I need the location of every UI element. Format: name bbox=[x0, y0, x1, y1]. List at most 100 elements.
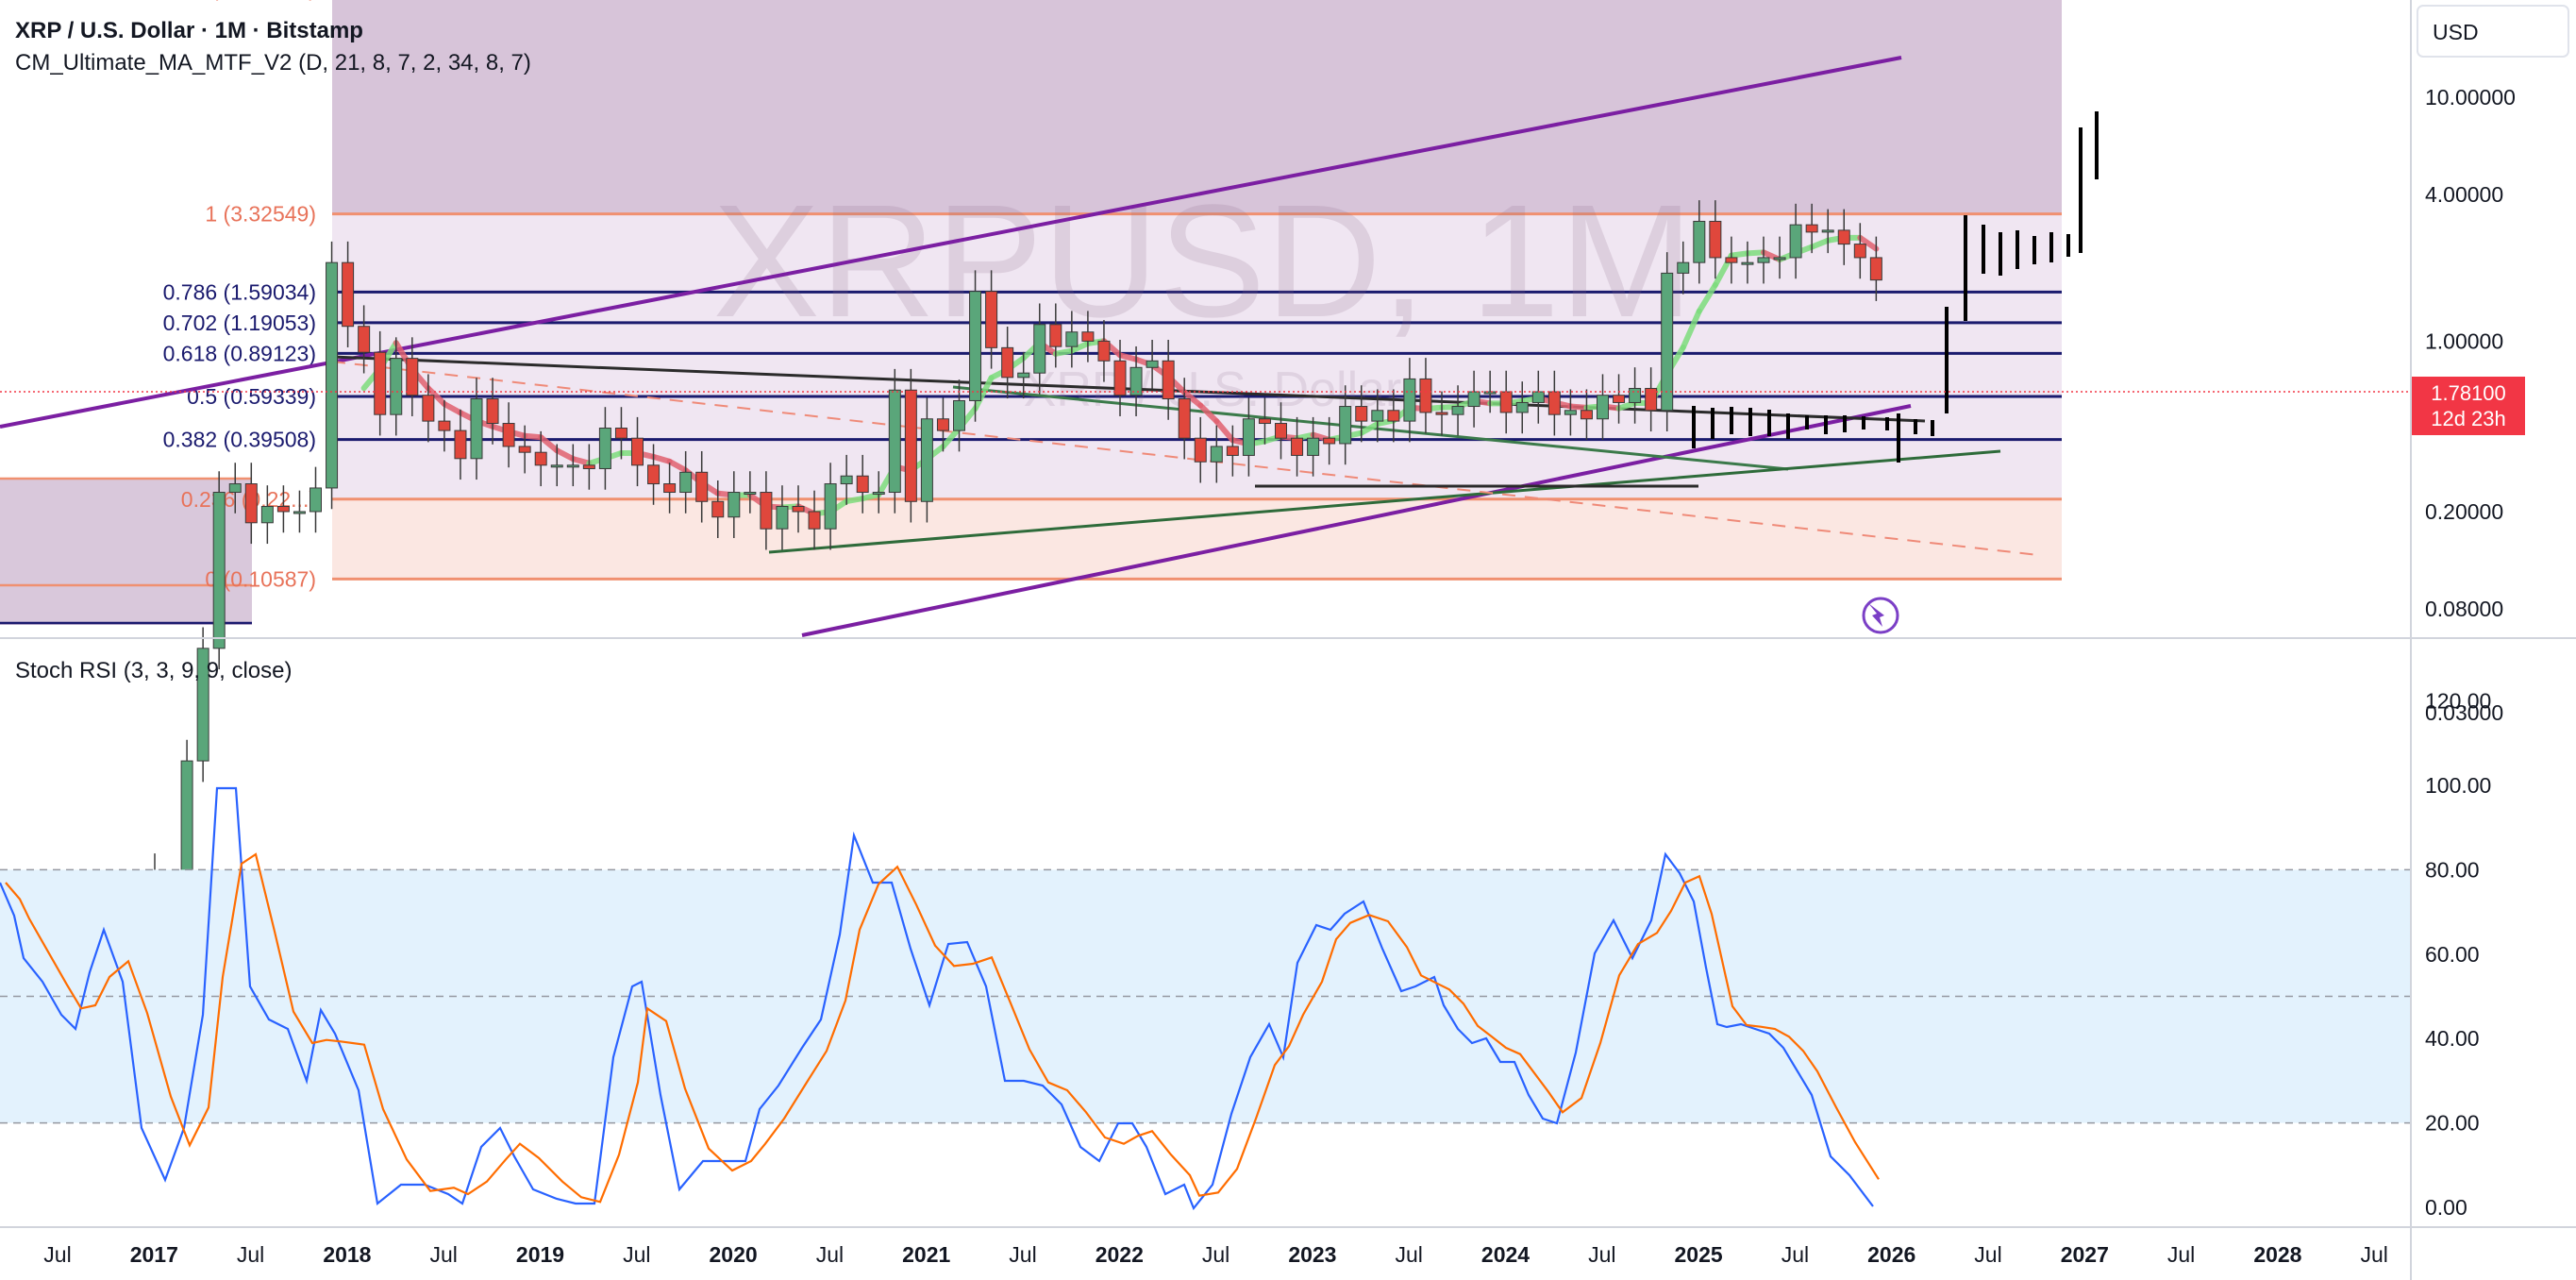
symbol-watermark-sub: XRP / U.S. Dollar bbox=[1024, 362, 1402, 417]
fib-zone-lower bbox=[332, 498, 2062, 580]
fib-level-label: 0.702 (1.19053) bbox=[163, 311, 316, 335]
ma-segment bbox=[554, 447, 577, 463]
fib-level-label: 0.618 (0.89123) bbox=[163, 341, 316, 365]
candle-body bbox=[1146, 360, 1159, 368]
ma-segment bbox=[666, 458, 689, 474]
candle-body bbox=[422, 395, 435, 422]
candle-body bbox=[1629, 387, 1642, 403]
fib-level-label: 0.382 (0.39508) bbox=[163, 428, 316, 452]
candle-body bbox=[1597, 395, 1609, 420]
resistance-line bbox=[331, 355, 1926, 423]
price-axis-tick: 0.08000 bbox=[2425, 597, 2503, 621]
candle-body bbox=[872, 492, 885, 496]
candle-body bbox=[438, 420, 451, 431]
candle-body bbox=[1113, 360, 1127, 396]
time-axis-tick: Jul bbox=[1395, 1242, 1422, 1267]
candle-body bbox=[1371, 410, 1384, 422]
candle-body bbox=[228, 483, 242, 494]
candle-body bbox=[1645, 387, 1658, 412]
ma-segment bbox=[1680, 308, 1702, 351]
candle-body bbox=[309, 487, 322, 513]
currency-button[interactable]: USD bbox=[2417, 5, 2569, 58]
candle-body bbox=[647, 464, 661, 485]
time-axis-tick: Jul bbox=[816, 1242, 844, 1267]
candle-body bbox=[1162, 360, 1175, 400]
candle-body bbox=[663, 483, 677, 494]
fib-zone-upper bbox=[332, 0, 2062, 214]
candle-body bbox=[1194, 437, 1207, 463]
ma-segment bbox=[1809, 237, 1832, 250]
projection-bars[interactable] bbox=[1692, 111, 2099, 463]
indicator-title[interactable]: CM_Ultimate_MA_MTF_V2 (D, 21, 8, 7, 2, 3… bbox=[15, 50, 531, 76]
candle-body bbox=[888, 389, 901, 494]
candle-body bbox=[566, 464, 579, 468]
candle-body bbox=[1741, 261, 1754, 265]
fib-level-label: 1.618 (27.99098) bbox=[151, 0, 316, 1]
candle-body bbox=[1291, 437, 1304, 456]
stoch-axis-tick: 20.00 bbox=[2425, 1111, 2480, 1136]
candle-body bbox=[406, 358, 419, 396]
lightning-icon[interactable] bbox=[1862, 597, 1899, 634]
candle-body bbox=[358, 326, 371, 353]
candle-body bbox=[1210, 446, 1223, 463]
time-axis-tick: 2017 bbox=[130, 1242, 178, 1267]
candle-body bbox=[936, 418, 949, 431]
candle-body bbox=[1355, 406, 1368, 422]
candle-body bbox=[1869, 257, 1882, 281]
ma-segment bbox=[538, 434, 560, 454]
fib-level-label: 1 (3.32549) bbox=[205, 202, 316, 227]
candle-body bbox=[598, 428, 611, 469]
symbol-title[interactable]: XRP / U.S. Dollar · 1M · Bitstamp bbox=[15, 18, 363, 43]
price-axis-tick: 10.00000 bbox=[2425, 85, 2516, 109]
stoch-d-line bbox=[5, 852, 1880, 1204]
time-axis-tick: 2019 bbox=[516, 1242, 564, 1267]
price-axis-tick: 1.00000 bbox=[2425, 328, 2503, 353]
candle-body bbox=[792, 506, 805, 513]
candle-body bbox=[1065, 331, 1079, 347]
candle-body bbox=[1483, 391, 1497, 395]
stoch-axis-tick: 0.00 bbox=[2425, 1195, 2467, 1220]
ma-segment bbox=[1068, 340, 1091, 354]
ma-segment bbox=[425, 385, 447, 407]
last-price-tag: 1.78100 12d 23h bbox=[2412, 377, 2525, 435]
candle-body bbox=[1097, 340, 1111, 362]
candle-body bbox=[1837, 229, 1850, 245]
stoch-rsi-pane bbox=[0, 786, 2411, 1211]
time-axis-tick: 2027 bbox=[2061, 1242, 2109, 1267]
candle-body bbox=[1725, 257, 1738, 263]
fib-zone-prior bbox=[0, 479, 252, 625]
price-axis-tick: 0.20000 bbox=[2425, 499, 2503, 524]
candle-body bbox=[534, 451, 547, 466]
candle-body bbox=[1531, 391, 1545, 403]
candle-body bbox=[856, 475, 869, 494]
time-axis-tick: Jul bbox=[237, 1242, 264, 1267]
candle-body bbox=[1339, 406, 1352, 445]
candle-body bbox=[711, 500, 725, 518]
candle-body bbox=[760, 492, 773, 530]
last-price-countdown: 12d 23h bbox=[2431, 407, 2506, 430]
candle-body bbox=[1613, 395, 1626, 403]
candle-body bbox=[390, 358, 403, 415]
candle-body bbox=[840, 475, 853, 485]
time-axis-tick: Jul bbox=[1009, 1242, 1036, 1267]
ma-segment bbox=[1857, 234, 1880, 252]
candle-body bbox=[776, 506, 789, 530]
candle-body bbox=[550, 464, 563, 468]
time-axis-tick: Jul bbox=[43, 1242, 71, 1267]
candle-body bbox=[470, 398, 483, 460]
time-axis[interactable]: Jul 2017 Jul 2018 Jul 2019 Jul 2020 Jul 2021 Jul 20… bbox=[43, 1242, 2388, 1267]
candle-body bbox=[1307, 437, 1320, 456]
candle-body bbox=[1821, 229, 1834, 233]
stoch-axis[interactable]: 120.00 100.00 80.00 60.00 40.00 20.00 0.00 bbox=[2425, 689, 2491, 1220]
stoch-axis-tick: 40.00 bbox=[2425, 1026, 2480, 1051]
time-axis-tick: Jul bbox=[429, 1242, 457, 1267]
candle-body bbox=[1773, 257, 1786, 261]
candle-body bbox=[1515, 401, 1529, 413]
candle-body bbox=[293, 511, 306, 514]
candle-body bbox=[1081, 331, 1095, 342]
candle-body bbox=[1709, 220, 1722, 259]
candle-body bbox=[212, 492, 226, 649]
time-axis-tick: 2028 bbox=[2253, 1242, 2301, 1267]
candle-body bbox=[276, 506, 290, 513]
stoch-rsi-title[interactable]: Stoch RSI (3, 3, 9, 9, close) bbox=[15, 658, 292, 683]
